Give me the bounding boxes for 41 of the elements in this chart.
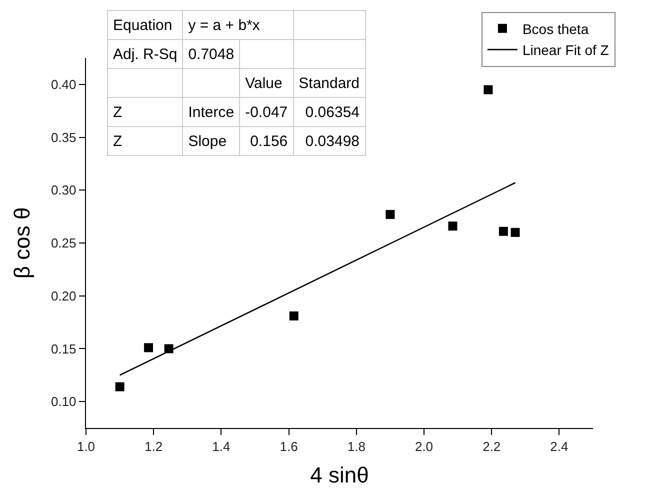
legend-label: Bcos theta — [522, 20, 589, 37]
y-tick-label: 0.25 — [50, 236, 76, 251]
x-tick-label: 1.8 — [347, 438, 366, 454]
text: Equation — [113, 16, 172, 34]
point — [289, 311, 298, 320]
annotation: Z — [108, 98, 183, 126]
x-tick-label: 1.6 — [280, 438, 298, 454]
point — [498, 226, 508, 236]
x-axis-title: 4 sinθ — [310, 462, 369, 488]
annotation: Standard — [293, 68, 366, 98]
annotation: Value — [240, 68, 294, 98]
point — [115, 382, 124, 392]
point — [144, 343, 154, 352]
annotation: Interce — [182, 98, 240, 126]
y-tick-label: 0.40 — [50, 76, 76, 92]
annotation: 0.156 — [240, 126, 294, 156]
annotation: Slope — [182, 126, 240, 156]
point — [484, 85, 493, 94]
point — [386, 210, 395, 219]
x-tick-label: 2.4 — [550, 438, 568, 454]
annotation: -0.047 — [240, 98, 294, 126]
y-tick-label: 0.20 — [50, 288, 76, 304]
y-tick-label: 0.15 — [50, 341, 76, 356]
x-tick-label: 2.0 — [414, 438, 434, 454]
x-tick-label: 2.2 — [482, 438, 501, 454]
annotation: 0.7048 — [182, 40, 240, 68]
y-tick-label: 0.10 — [50, 394, 76, 410]
annotation: Z — [108, 126, 183, 156]
x-tick-label: 1.2 — [144, 438, 163, 454]
y-tick-label: 0.30 — [50, 182, 76, 198]
x-tick-label: 1.0 — [76, 438, 96, 454]
y-axis-title: β cos θ — [10, 207, 35, 279]
annotation: Adj. R-Sq — [108, 40, 183, 68]
annotation: 0.06354 — [293, 98, 366, 126]
x-tick-label: 1.4 — [212, 438, 230, 454]
annotation: 0.03498 — [293, 126, 366, 156]
text: y = a + b*x — [188, 16, 260, 34]
y-tick-label: 0.35 — [50, 130, 76, 145]
legend-label: Linear Fit of Z — [522, 42, 610, 58]
point — [448, 222, 458, 231]
point — [510, 228, 520, 237]
